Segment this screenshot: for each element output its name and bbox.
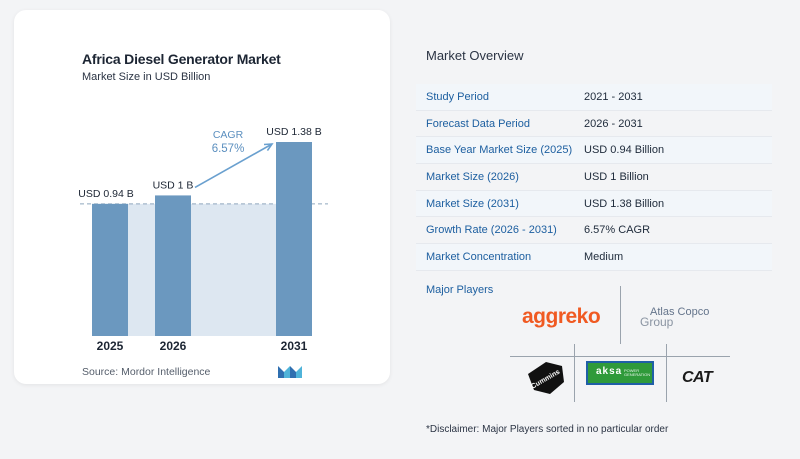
market-overview-title: Market Overview [426,48,524,63]
overview-label: Forecast Data Period [426,117,530,130]
bar-2031 [276,142,312,336]
cummins-logo-icon: Cummins [528,362,564,394]
overview-label: Study Period [426,90,489,103]
chart-subtitle: Market Size in USD Billion [82,71,211,83]
cat-logo: CAT [682,369,713,386]
grid-divider [510,356,730,357]
overview-row: Base Year Market Size (2025) USD 0.94 Bil… [416,137,772,165]
mordor-logo-icon [278,366,302,378]
x-tick-2025: 2025 [97,339,124,353]
atlas-group-text: Group [640,315,674,329]
atlas-copco-text: Atlas Copco [650,306,710,318]
players-grid [510,286,730,402]
overview-value: USD 0.94 Billion [584,144,665,157]
grid-divider [620,286,621,344]
overview-row: Market Concentration Medium [416,244,772,271]
source-text: Source: Mordor Intelligence [82,366,211,378]
cagr-value: 6.57% [212,143,245,155]
overview-label: Growth Rate (2026 - 2031) [426,224,557,237]
overview-row: Market Size (2031) USD 1.38 Billion [416,190,772,218]
data-label-2025: USD 0.94 B [78,188,133,200]
overview-row: Growth Rate (2026 - 2031) 6.57% CAGR [416,217,772,245]
aggreko-logo: aggreko [522,305,601,328]
overview-row: Study Period 2021 - 2031 [416,84,772,111]
overview-value: 6.57% CAGR [584,224,651,237]
reference-band [92,203,312,336]
grid-divider [574,344,575,402]
overview-value: 2021 - 2031 [584,90,643,103]
cagr-label: CAGR [213,129,244,141]
overview-label: Market Concentration [426,250,532,263]
atlas-copco-logo: Atlas Copco Group [640,306,720,332]
chart-title: Africa Diesel Generator Market [82,51,281,67]
aksa-subtext: POWER GENERATION [624,368,651,377]
aksa-text: aksa [596,366,623,377]
overview-label: Base Year Market Size (2025) [426,144,573,157]
overview-row: Market Size (2026) USD 1 Billion [416,164,772,191]
aksa-logo: aksa POWER GENERATION [586,361,654,385]
overview-value: 2026 - 2031 [584,117,643,130]
bar-chart: USD 0.94 B 2025 USD 1 B 2026 USD 1.38 B 2031 C… [78,126,328,353]
data-label-2031: USD 1.38 B [266,126,321,138]
overview-value: USD 1 Billion [584,170,649,183]
bar-2026 [155,195,191,336]
overview-value: Medium [584,250,624,263]
data-label-2026: USD 1 B [153,179,194,191]
market-overview-table: Study Period 2021 - 2031 Forecast Data Pe… [416,84,772,271]
x-tick-2031: 2031 [281,339,308,353]
overview-label: Market Size (2026) [426,170,519,183]
disclaimer-text: *Disclaimer: Major Players sorted in no … [426,424,669,435]
cagr-arrow-line [194,143,273,189]
overview-label: Market Size (2031) [426,197,519,210]
x-tick-2026: 2026 [160,339,187,353]
grid-divider [666,344,667,402]
cagr-arrow-head [263,143,274,152]
overview-value: USD 1.38 Billion [584,197,665,210]
bar-2025 [92,203,128,336]
major-players-label: Major Players [426,284,494,296]
overview-row: Forecast Data Period 2026 - 2031 [416,111,772,138]
